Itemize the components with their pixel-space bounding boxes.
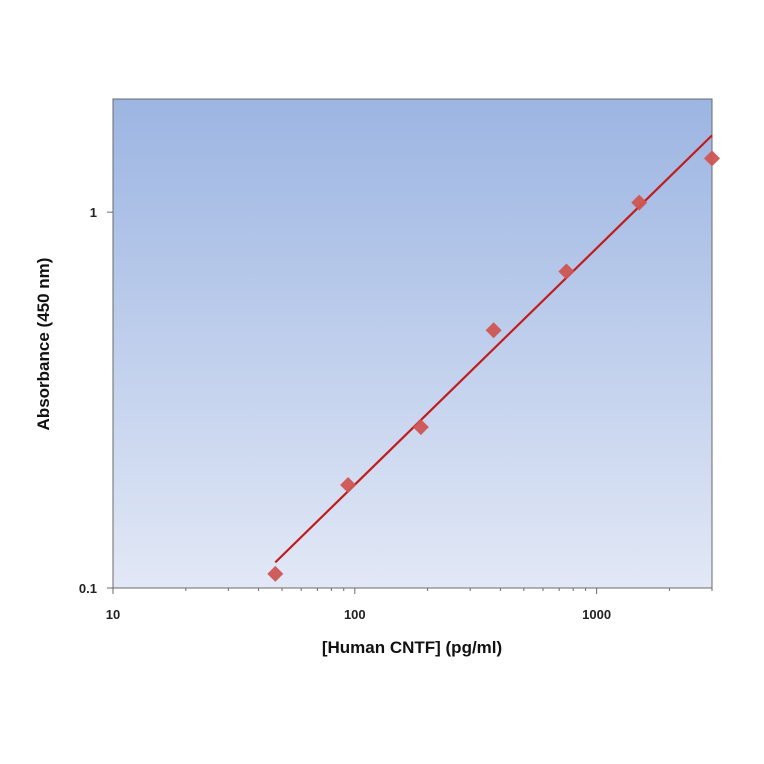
y-axis-ticks: 0.11: [79, 205, 113, 596]
data-point: [340, 476, 357, 493]
data-point: [412, 419, 429, 436]
data-point: [631, 194, 648, 211]
plot-area: [112, 98, 713, 589]
series-layer: [267, 134, 720, 582]
x-tick-label: 10: [106, 607, 120, 622]
data-point: [267, 565, 284, 582]
data-point: [704, 150, 720, 167]
x-tick-label: 100: [344, 607, 366, 622]
y-axis-title: Absorbance (450 nm): [34, 258, 53, 431]
x-axis-ticks: 10 100 1000: [106, 588, 713, 622]
x-tick-label: 1000: [582, 607, 611, 622]
data-point: [558, 263, 575, 280]
y-tick-label: 1: [90, 205, 97, 220]
x-axis-title: [Human CNTF] (pg/ml): [322, 638, 502, 657]
y-tick-label: 0.1: [79, 581, 97, 596]
data-point: [485, 322, 502, 339]
